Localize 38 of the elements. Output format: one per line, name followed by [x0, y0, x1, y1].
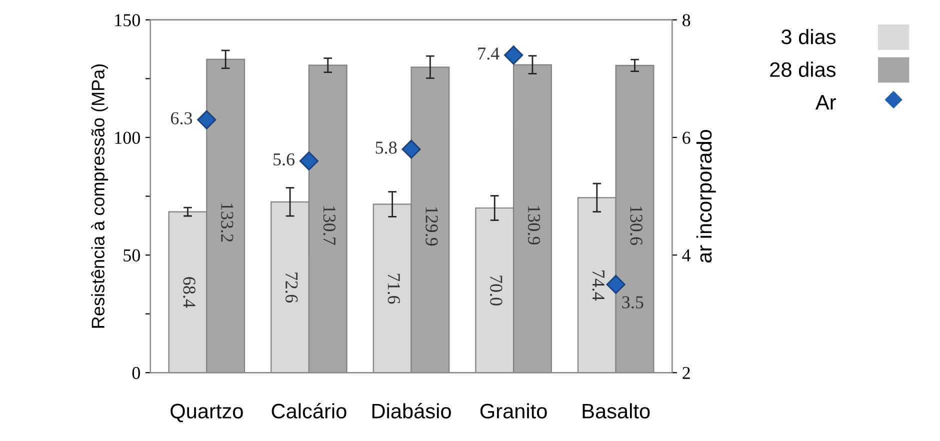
y2-tick-label: 8	[682, 14, 690, 26]
y-tick-label: 50	[124, 249, 140, 262]
point	[504, 46, 524, 65]
point	[402, 140, 421, 159]
y-axis-title: Resistência à compressão (MPa)	[90, 64, 108, 328]
data-label: 130.7	[323, 206, 336, 245]
y2-tick-label: 6	[682, 132, 690, 144]
legend-label: 28 dias	[770, 62, 836, 77]
data-label: 68.4	[183, 277, 196, 308]
data-label: 130.9	[528, 206, 540, 244]
data-label: 5.8	[376, 142, 397, 154]
point	[197, 110, 216, 130]
y2-axis-title: ar incorporado	[696, 130, 716, 263]
point	[606, 274, 626, 294]
y-tick-label: 100	[115, 132, 140, 144]
data-label: 5.6	[274, 153, 295, 166]
x-tick-label: Quartzo	[170, 404, 243, 422]
data-label: 6.3	[170, 112, 192, 124]
point	[299, 151, 318, 170]
y-tick-label: 150	[115, 14, 140, 26]
data-label: 70.0	[490, 276, 502, 306]
x-tick-label: Calcário	[272, 402, 346, 419]
data-label: 72.6	[285, 272, 298, 303]
x-tick-label: Diabásio	[372, 402, 451, 419]
data-label: 133.2	[220, 204, 234, 242]
y2-tick-label: 2	[682, 366, 690, 379]
x-tick-label: Granito	[480, 403, 547, 419]
data-label: 129.9	[426, 207, 438, 246]
y2-tick-label: 4	[682, 249, 691, 262]
x-tick-label: Basalto	[582, 403, 650, 419]
data-label: 74.4	[592, 270, 604, 301]
y-tick-label: 0	[132, 366, 140, 380]
data-label: 7.4	[478, 48, 500, 60]
data-label: 3.5	[622, 296, 644, 308]
data-label: 130.6	[630, 206, 642, 245]
data-label: 71.6	[388, 274, 400, 304]
legend-label: Ar	[815, 95, 836, 110]
legend-label: 3 dias	[781, 28, 836, 44]
